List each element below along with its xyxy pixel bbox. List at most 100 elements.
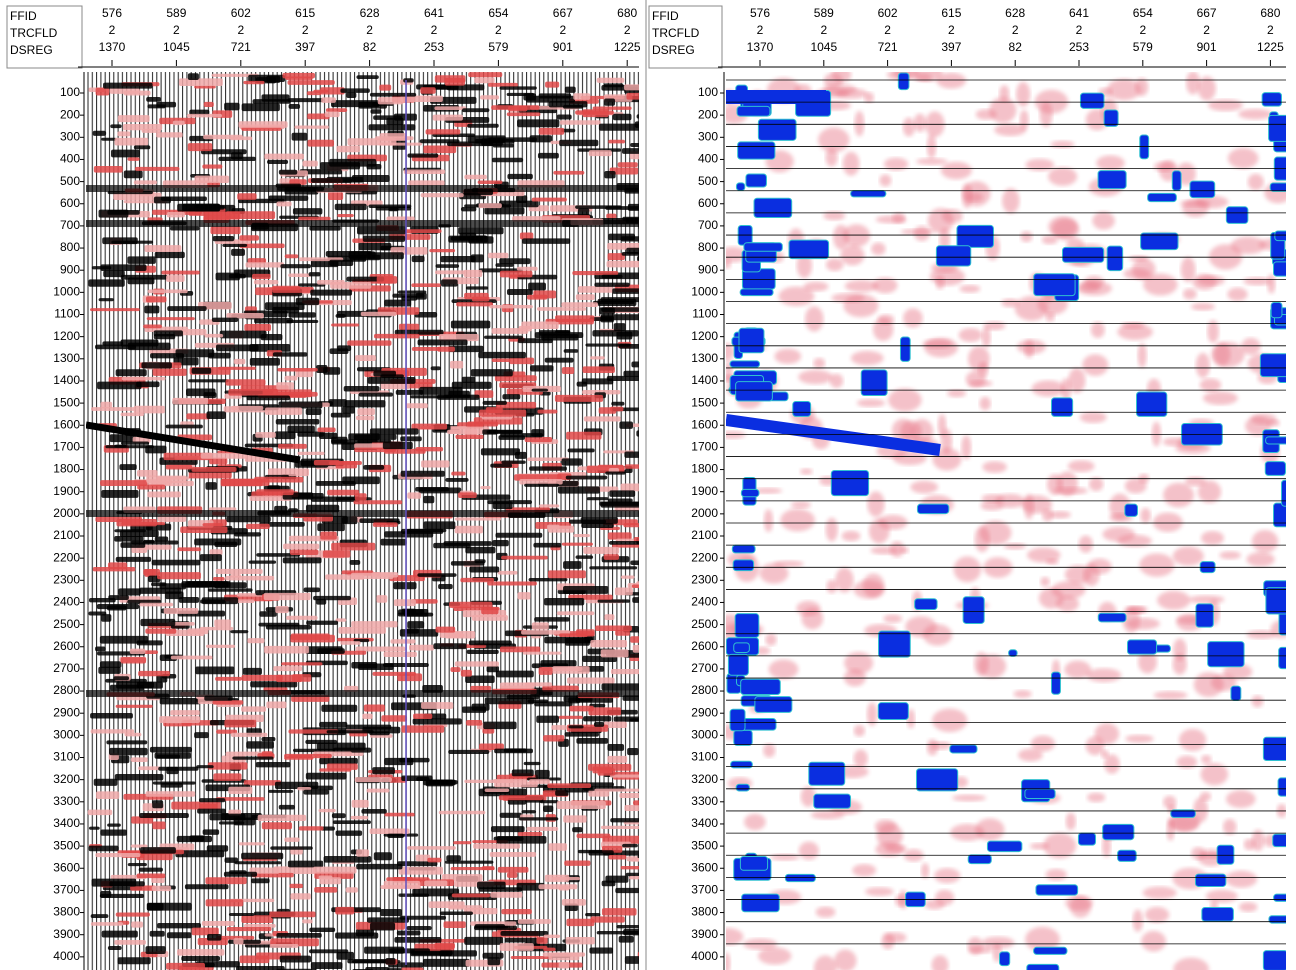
trough bbox=[523, 761, 541, 766]
trough bbox=[115, 369, 147, 377]
peak bbox=[204, 333, 224, 338]
trough bbox=[528, 577, 568, 582]
peak bbox=[166, 275, 185, 282]
amplitude-blob bbox=[937, 413, 947, 438]
peak bbox=[137, 484, 166, 490]
trough bbox=[433, 643, 467, 650]
trough bbox=[214, 541, 238, 547]
amplitude-blob bbox=[1090, 321, 1105, 339]
peak bbox=[275, 606, 289, 614]
trough bbox=[618, 344, 639, 349]
trough bbox=[575, 555, 594, 559]
time-label: 3100 bbox=[53, 750, 80, 764]
column-trcfld: 2 bbox=[1139, 23, 1146, 37]
strong-amplitude bbox=[914, 598, 938, 611]
amplitude-blob bbox=[1067, 460, 1095, 473]
column-ffid: 576 bbox=[750, 6, 770, 20]
peak bbox=[531, 622, 549, 630]
amplitude-blob bbox=[906, 708, 916, 729]
peak bbox=[408, 180, 445, 186]
column-dsreg: 1045 bbox=[810, 40, 837, 54]
strong-amplitude bbox=[788, 239, 830, 260]
column-trcfld: 2 bbox=[431, 23, 438, 37]
strong-event bbox=[86, 690, 639, 697]
amplitude-blob bbox=[1144, 906, 1170, 923]
strong-amplitude bbox=[1272, 833, 1286, 848]
time-label: 2700 bbox=[53, 661, 80, 675]
strong-amplitude bbox=[754, 696, 793, 713]
trough bbox=[88, 279, 125, 287]
peak bbox=[241, 674, 283, 681]
column-trcfld: 2 bbox=[1076, 23, 1083, 37]
trough bbox=[146, 902, 164, 911]
peak bbox=[536, 307, 587, 311]
peak bbox=[322, 550, 351, 558]
amplitude-blob bbox=[796, 252, 813, 279]
amplitude-blob bbox=[823, 211, 846, 221]
strong-amplitude bbox=[753, 197, 793, 218]
trough bbox=[535, 769, 550, 778]
column-dsreg: 1045 bbox=[163, 40, 190, 54]
peak bbox=[239, 955, 270, 964]
time-label: 4000 bbox=[691, 949, 718, 963]
peak bbox=[510, 955, 553, 959]
trough bbox=[523, 93, 537, 101]
time-label: 3400 bbox=[53, 816, 80, 830]
strong-amplitude bbox=[1051, 397, 1074, 417]
peak bbox=[146, 475, 187, 484]
header-box bbox=[6, 5, 83, 69]
amplitude-blob bbox=[1208, 99, 1243, 112]
peak bbox=[163, 452, 213, 461]
peak bbox=[521, 630, 571, 635]
peak bbox=[582, 366, 615, 373]
time-label: 2400 bbox=[53, 595, 80, 609]
peak bbox=[610, 668, 639, 675]
trough bbox=[107, 605, 127, 611]
trough bbox=[109, 881, 145, 887]
peak bbox=[337, 213, 354, 218]
trough bbox=[461, 376, 476, 383]
amplitude-blob bbox=[1016, 81, 1031, 107]
peak bbox=[631, 584, 639, 588]
amplitude-blob bbox=[1117, 534, 1152, 548]
time-label: 3100 bbox=[691, 750, 718, 764]
trough bbox=[382, 441, 413, 450]
trough bbox=[388, 207, 399, 212]
peak bbox=[443, 921, 466, 928]
amplitude-blob bbox=[1085, 109, 1109, 131]
peak bbox=[411, 423, 448, 430]
trough bbox=[219, 330, 267, 339]
peak bbox=[218, 366, 256, 370]
peak bbox=[485, 407, 503, 413]
strong-amplitude bbox=[949, 744, 978, 754]
peak bbox=[354, 443, 390, 449]
column-ffid: 667 bbox=[553, 6, 573, 20]
amplitude-blob bbox=[962, 181, 991, 207]
peak bbox=[415, 854, 431, 862]
peak bbox=[92, 566, 136, 572]
strong-amplitude bbox=[1273, 261, 1286, 277]
trough bbox=[441, 279, 458, 287]
peak bbox=[269, 911, 316, 918]
amplitude-blob bbox=[825, 517, 838, 542]
peak bbox=[272, 285, 301, 291]
trough bbox=[99, 661, 122, 668]
trough bbox=[603, 83, 624, 88]
strong-amplitude bbox=[736, 105, 771, 117]
strong-amplitude bbox=[850, 189, 887, 198]
peak bbox=[255, 432, 276, 438]
time-label: 3800 bbox=[53, 905, 80, 919]
peak bbox=[249, 867, 280, 874]
amplitude-blob bbox=[831, 293, 865, 303]
peak bbox=[624, 84, 639, 91]
trough bbox=[636, 537, 639, 545]
time-label: 2700 bbox=[691, 661, 718, 675]
peak bbox=[249, 495, 292, 501]
amplitude-blob bbox=[958, 328, 983, 342]
peak bbox=[405, 403, 428, 409]
trough bbox=[419, 139, 460, 144]
peak bbox=[543, 947, 556, 952]
trough bbox=[175, 850, 225, 858]
amplitude-blob bbox=[1157, 590, 1191, 610]
peak bbox=[484, 788, 510, 793]
